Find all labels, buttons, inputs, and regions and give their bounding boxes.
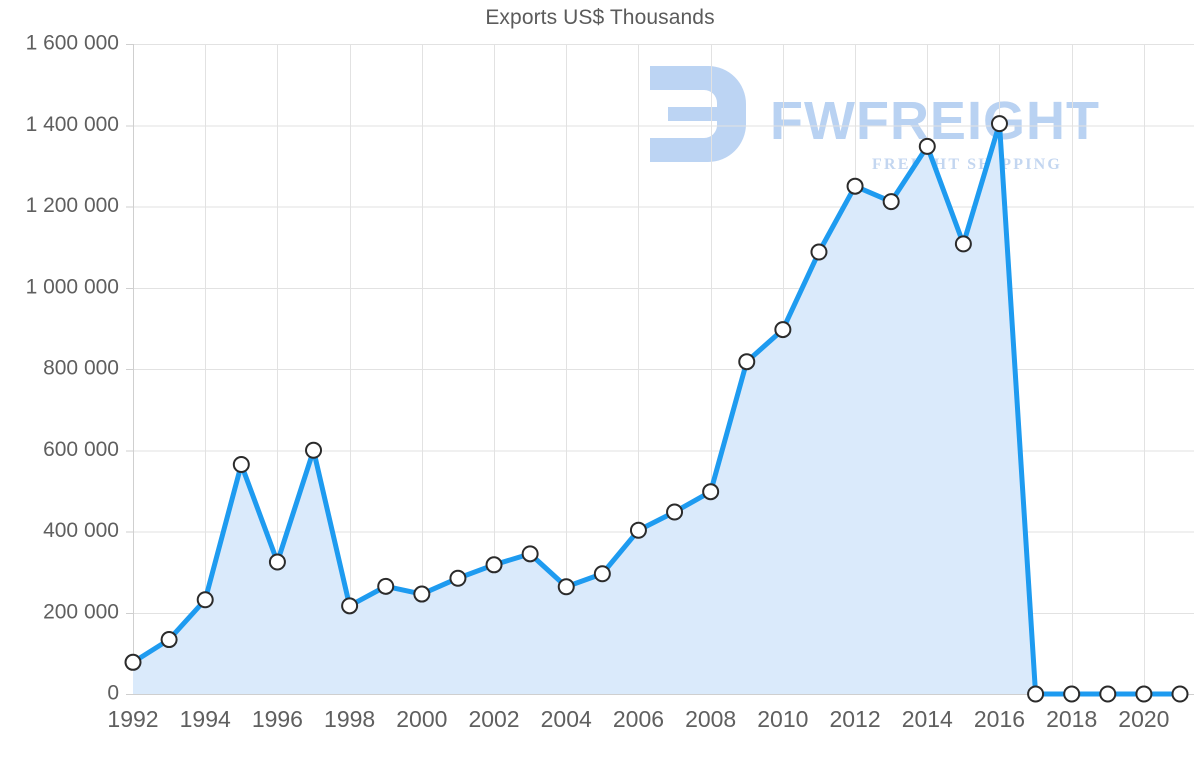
y-axis-labels: 0 200 000 400 000 600 000 800 000 1 000 000 1 … bbox=[26, 32, 119, 705]
x-axis-tick-label: 2016 bbox=[974, 706, 1025, 732]
data-point-marker[interactable] bbox=[268, 553, 286, 571]
data-point-marker[interactable] bbox=[593, 565, 611, 583]
data-point-marker[interactable] bbox=[738, 353, 756, 371]
x-axis-tick-label: 2000 bbox=[396, 706, 447, 732]
data-point-marker[interactable] bbox=[774, 321, 792, 339]
x-axis-tick-label: 1994 bbox=[180, 706, 231, 732]
x-axis-tick-label: 1996 bbox=[252, 706, 303, 732]
y-axis-tick-label: 0 bbox=[107, 682, 119, 705]
y-axis-tick-label: 1 200 000 bbox=[26, 194, 119, 217]
series-area-fill bbox=[133, 123, 1180, 694]
x-axis-tick-label: 2014 bbox=[902, 706, 953, 732]
x-axis-tick-label: 2012 bbox=[829, 706, 880, 732]
data-point-marker[interactable] bbox=[954, 235, 972, 253]
data-point-markers bbox=[124, 115, 1189, 703]
data-point-marker[interactable] bbox=[666, 503, 684, 521]
data-point-marker[interactable] bbox=[557, 578, 575, 596]
data-point-marker[interactable] bbox=[160, 631, 178, 649]
data-point-marker[interactable] bbox=[413, 585, 431, 603]
data-point-marker[interactable] bbox=[1099, 685, 1117, 703]
x-axis-tick-label: 2010 bbox=[757, 706, 808, 732]
data-point-marker[interactable] bbox=[918, 137, 936, 155]
x-axis-tick-label: 2002 bbox=[468, 706, 519, 732]
x-axis-tick-label: 2020 bbox=[1118, 706, 1169, 732]
x-axis-tick-label: 2008 bbox=[685, 706, 736, 732]
data-point-marker[interactable] bbox=[1063, 685, 1081, 703]
y-axis-tick-label: 1 400 000 bbox=[26, 113, 119, 136]
data-point-marker[interactable] bbox=[485, 556, 503, 574]
data-point-marker[interactable] bbox=[702, 483, 720, 501]
chart-title: Exports US$ Thousands bbox=[485, 6, 715, 29]
data-point-marker[interactable] bbox=[846, 177, 864, 195]
y-axis-tick-label: 1 600 000 bbox=[26, 32, 119, 55]
x-axis-tick-label: 1998 bbox=[324, 706, 375, 732]
y-axis-tick-label: 200 000 bbox=[43, 600, 119, 623]
data-point-marker[interactable] bbox=[449, 569, 467, 587]
y-axis-tick-label: 800 000 bbox=[43, 357, 119, 380]
data-point-marker[interactable] bbox=[232, 455, 250, 473]
y-axis-tick-label: 400 000 bbox=[43, 519, 119, 542]
area-fill bbox=[133, 123, 1180, 694]
x-axis-tick-label: 2018 bbox=[1046, 706, 1097, 732]
x-axis-tick-label: 2006 bbox=[613, 706, 664, 732]
data-point-marker[interactable] bbox=[341, 597, 359, 615]
series-line bbox=[130, 121, 1183, 697]
data-point-marker[interactable] bbox=[1135, 685, 1153, 703]
data-point-marker[interactable] bbox=[124, 653, 142, 671]
data-point-marker[interactable] bbox=[1171, 685, 1189, 703]
series-line-path bbox=[130, 121, 1183, 697]
data-point-marker[interactable] bbox=[990, 115, 1008, 133]
x-axis-tick-label: 2004 bbox=[541, 706, 592, 732]
data-point-marker[interactable] bbox=[1027, 685, 1045, 703]
data-point-marker[interactable] bbox=[305, 441, 323, 459]
y-axis-tick-label: 600 000 bbox=[43, 438, 119, 461]
data-point-marker[interactable] bbox=[810, 243, 828, 261]
data-point-marker[interactable] bbox=[629, 521, 647, 539]
data-point-marker[interactable] bbox=[377, 577, 395, 595]
data-point-marker[interactable] bbox=[521, 545, 539, 563]
x-axis-labels: 1992 1994 1996 1998 2000 2002 2004 2006 2008 2010… bbox=[107, 706, 1169, 732]
y-axis-tick-label: 1 000 000 bbox=[26, 275, 119, 298]
data-point-marker[interactable] bbox=[882, 193, 900, 211]
data-point-marker[interactable] bbox=[196, 591, 214, 609]
x-axis-tick-label: 1992 bbox=[107, 706, 158, 732]
